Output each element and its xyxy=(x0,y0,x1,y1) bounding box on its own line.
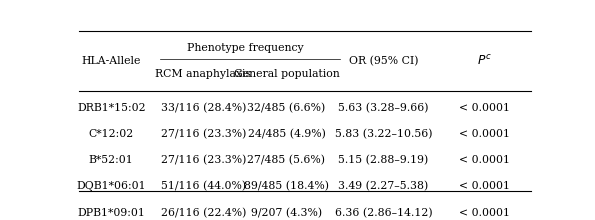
Text: HLA-Allele: HLA-Allele xyxy=(82,56,141,66)
Text: < 0.0001: < 0.0001 xyxy=(459,208,511,218)
Text: 33/116 (28.4%): 33/116 (28.4%) xyxy=(161,103,246,113)
Text: RCM anaphylaxis: RCM anaphylaxis xyxy=(155,69,252,79)
Text: $\mathit{P}^{c}$: $\mathit{P}^{c}$ xyxy=(477,54,492,68)
Text: 3.49 (2.27–5.38): 3.49 (2.27–5.38) xyxy=(338,181,428,192)
Text: 51/116 (44.0%): 51/116 (44.0%) xyxy=(161,181,246,192)
Text: 5.83 (3.22–10.56): 5.83 (3.22–10.56) xyxy=(334,129,432,139)
Text: 6.36 (2.86–14.12): 6.36 (2.86–14.12) xyxy=(334,208,432,218)
Text: B*52:01: B*52:01 xyxy=(89,155,134,165)
Text: < 0.0001: < 0.0001 xyxy=(459,182,511,191)
Text: 5.15 (2.88–9.19): 5.15 (2.88–9.19) xyxy=(338,155,428,165)
Text: 27/485 (5.6%): 27/485 (5.6%) xyxy=(248,155,325,165)
Text: < 0.0001: < 0.0001 xyxy=(459,103,511,113)
Text: DQB1*06:01: DQB1*06:01 xyxy=(76,182,146,191)
Text: 24/485 (4.9%): 24/485 (4.9%) xyxy=(248,129,325,139)
Text: 9/207 (4.3%): 9/207 (4.3%) xyxy=(251,208,322,218)
Text: 32/485 (6.6%): 32/485 (6.6%) xyxy=(248,103,325,113)
Text: 27/116 (23.3%): 27/116 (23.3%) xyxy=(161,155,246,165)
Text: < 0.0001: < 0.0001 xyxy=(459,155,511,165)
Text: 5.63 (3.28–9.66): 5.63 (3.28–9.66) xyxy=(338,103,428,113)
Text: DRB1*15:02: DRB1*15:02 xyxy=(77,103,146,113)
Text: DPB1*09:01: DPB1*09:01 xyxy=(77,208,145,218)
Text: OR (95% CI): OR (95% CI) xyxy=(349,56,418,66)
Text: General population: General population xyxy=(234,69,339,79)
Text: 26/116 (22.4%): 26/116 (22.4%) xyxy=(161,208,246,218)
Text: 27/116 (23.3%): 27/116 (23.3%) xyxy=(161,129,246,139)
Text: Phenotype frequency: Phenotype frequency xyxy=(187,43,303,53)
Text: 89/485 (18.4%): 89/485 (18.4%) xyxy=(244,181,329,192)
Text: C*12:02: C*12:02 xyxy=(89,129,134,139)
Text: < 0.0001: < 0.0001 xyxy=(459,129,511,139)
